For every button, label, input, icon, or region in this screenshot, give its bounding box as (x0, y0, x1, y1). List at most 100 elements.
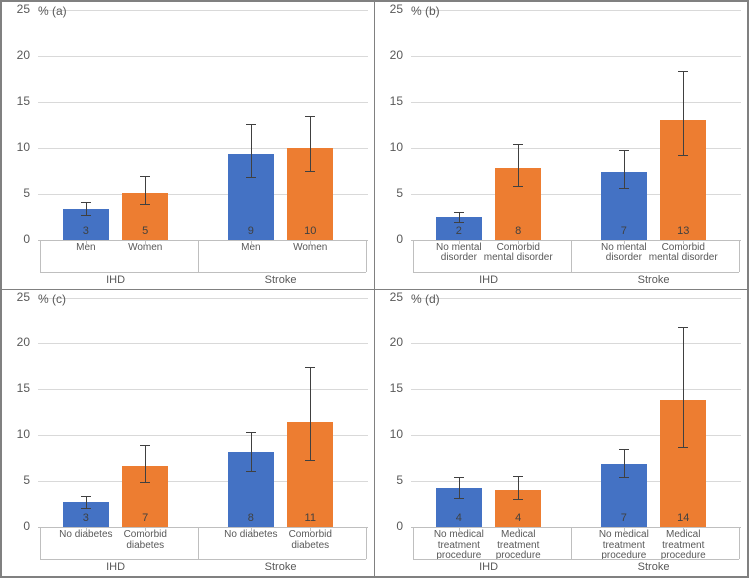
x-tick (624, 240, 625, 244)
x-group-tick (40, 240, 41, 272)
category-label: Comorbid diabetes (272, 530, 348, 551)
category-label: Women (272, 243, 348, 254)
y-tick-label: 15 (377, 381, 403, 395)
y-tick-label: 15 (4, 94, 30, 108)
x-tick (86, 527, 87, 531)
error-cap (454, 222, 464, 223)
x-tick (310, 240, 311, 244)
x-group-tick (366, 527, 367, 559)
error-bar (251, 124, 252, 177)
bar-value-label: 7 (122, 512, 168, 524)
y-tick-label: 20 (4, 335, 30, 349)
bar-value-label: 4 (495, 512, 541, 524)
x-tick (683, 527, 684, 531)
error-cap (454, 477, 464, 478)
error-bar (683, 71, 684, 155)
error-cap (140, 176, 150, 177)
error-cap (619, 150, 629, 151)
y-tick-label: 5 (4, 473, 30, 487)
bar-value-label: 4 (436, 512, 482, 524)
gridline (411, 298, 741, 299)
bar-value-label: 14 (660, 512, 706, 524)
group-label: IHD (50, 561, 182, 573)
bar-value-label: 7 (601, 225, 647, 237)
error-cap (619, 449, 629, 450)
gridline (411, 343, 741, 344)
plot-area: 051015202544714No medical treatment proc… (411, 298, 741, 529)
bar-value-label: 3 (63, 225, 109, 237)
category-label: Women (107, 243, 183, 254)
error-bar (251, 432, 252, 471)
error-bar (145, 176, 146, 204)
bar-value-label: 9 (228, 225, 274, 237)
gridline (411, 56, 741, 57)
error-bar (683, 327, 684, 447)
y-tick-label: 20 (377, 48, 403, 62)
gridline (38, 102, 368, 103)
error-bar (459, 212, 460, 222)
bar-value-label: 3 (63, 512, 109, 524)
error-bar (86, 496, 87, 508)
x-tick (251, 527, 252, 531)
y-tick-label: 0 (4, 519, 30, 533)
bar-value-label: 13 (660, 225, 706, 237)
error-cap (513, 186, 523, 187)
gridline (38, 389, 368, 390)
error-cap (678, 327, 688, 328)
panel-d: 051015202544714No medical treatment proc… (375, 290, 747, 577)
gridline (38, 343, 368, 344)
x-tick (145, 527, 146, 531)
error-cap (513, 144, 523, 145)
y-tick-label: 10 (377, 427, 403, 441)
error-cap (305, 171, 315, 172)
panel-subtitle: % (a) (38, 4, 67, 18)
error-cap (246, 471, 256, 472)
y-tick-label: 25 (377, 2, 403, 16)
panel-subtitle: % (b) (411, 4, 440, 18)
category-label: Comorbid mental disorder (480, 243, 556, 264)
panel-subtitle: % (c) (38, 292, 66, 306)
bar-value-label: 8 (495, 225, 541, 237)
x-group-line (413, 272, 740, 273)
panel-a: 051015202535910MenWomenMenWomenIHDStroke… (2, 2, 374, 289)
x-group-tick (198, 240, 199, 272)
panel-c: 051015202537811No diabetesComorbid diabe… (2, 290, 374, 577)
x-group-tick (413, 240, 414, 272)
x-group-tick (571, 240, 572, 272)
category-label: Medical treatment procedure (645, 530, 721, 562)
error-cap (81, 215, 91, 216)
x-group-tick (571, 527, 572, 559)
error-cap (246, 124, 256, 125)
group-label: Stroke (588, 274, 720, 286)
x-tick (459, 527, 460, 531)
panel-subtitle: % (d) (411, 292, 440, 306)
x-tick (518, 240, 519, 244)
y-tick-label: 25 (4, 2, 30, 16)
y-tick-label: 20 (4, 48, 30, 62)
x-tick (145, 240, 146, 244)
gridline (38, 10, 368, 11)
bar-value-label: 2 (436, 225, 482, 237)
bar-value-label: 10 (287, 225, 333, 237)
gridline (411, 102, 741, 103)
plot-area: 051015202537811No diabetesComorbid diabe… (38, 298, 368, 529)
error-cap (678, 155, 688, 156)
gridline (38, 56, 368, 57)
error-cap (81, 496, 91, 497)
group-label: Stroke (215, 274, 347, 286)
category-label: Comorbid mental disorder (645, 243, 721, 264)
group-label: Stroke (588, 561, 720, 573)
x-group-line (40, 559, 367, 560)
y-tick-label: 25 (377, 290, 403, 304)
bar-value-label: 11 (287, 512, 333, 524)
x-group-line (40, 272, 367, 273)
error-bar (624, 449, 625, 477)
x-group-tick (198, 527, 199, 559)
gridline (38, 298, 368, 299)
error-bar (310, 367, 311, 460)
y-tick-label: 5 (377, 473, 403, 487)
x-group-line (413, 559, 740, 560)
category-label: Comorbid diabetes (107, 530, 183, 551)
error-bar (518, 476, 519, 500)
error-cap (140, 482, 150, 483)
